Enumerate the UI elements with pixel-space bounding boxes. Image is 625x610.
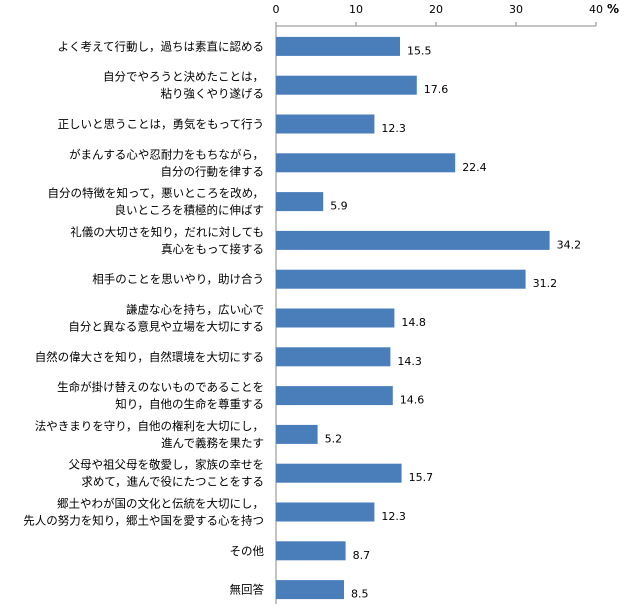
- bar: [276, 269, 526, 289]
- bar: [276, 230, 550, 250]
- bar: [276, 347, 391, 367]
- data-label: 14.3: [397, 355, 422, 368]
- bar: [276, 114, 375, 134]
- category-label-line: その他: [230, 544, 265, 558]
- category-label-line: 真心をもって接する: [161, 242, 264, 256]
- category-label-line: 正しいと思うことは，勇気をもって行う: [58, 117, 264, 131]
- data-label: 12.3: [381, 510, 406, 523]
- category-label-line: 自分でやろうと決めたことは，: [103, 70, 264, 84]
- bar: [276, 424, 318, 444]
- category-label: 正しいと思うことは，勇気をもって行う: [58, 117, 264, 131]
- category-label-line: 良いところを積極的に伸ばす: [115, 203, 265, 217]
- category-label: 郷土やわが国の文化と伝統を大切にし， 先人の努力を知り，郷土や国を愛する心を持つ: [23, 497, 264, 528]
- category-label: 法やきまりを守り，自他の権利を大切にし， 進んで義務を果たす: [35, 419, 264, 450]
- category-label-line: 自分の行動を律する: [161, 164, 265, 178]
- category-label-line: 先人の努力を知り，郷土や国を愛する心を持つ: [23, 514, 264, 528]
- category-label-line: 父母や祖父母を敬愛し，家族の幸せを: [69, 458, 265, 472]
- bar: [276, 192, 324, 212]
- x-tick-label: 0: [273, 3, 280, 16]
- bar: [276, 308, 395, 328]
- category-label-line: 法やきまりを守り，自他の権利を大切にし，: [35, 419, 264, 433]
- data-label: 34.2: [557, 238, 582, 251]
- bar: [276, 580, 344, 600]
- category-label-line: 自然の偉大さを知り，自然環境を大切にする: [35, 350, 264, 364]
- bar: [276, 502, 375, 522]
- category-label: その他: [230, 544, 265, 558]
- unit-label: %: [607, 2, 619, 16]
- bar: [276, 36, 400, 56]
- category-label: 父母や祖父母を敬愛し，家族の幸せを求めて，進んで役にたつことをする: [69, 458, 265, 489]
- category-label-line: 郷土やわが国の文化と伝統を大切にし，: [57, 497, 264, 511]
- category-label-line: 生命が掛け替えのないものであることを: [57, 380, 264, 394]
- category-label-line: 自分と異なる意見や立場を大切にする: [68, 320, 264, 334]
- data-label: 5.2: [325, 432, 343, 445]
- category-label: 自然の偉大さを知り，自然環境を大切にする: [35, 350, 264, 364]
- category-label: 生命が掛け替えのないものであることを知り，自他の生命を尊重する: [57, 380, 264, 411]
- category-label: 無回答: [230, 583, 265, 597]
- data-label: 15.5: [407, 44, 432, 57]
- category-label: よく考えて行動し，過ちは素直に認める: [58, 39, 264, 53]
- category-label-line: よく考えて行動し，過ちは素直に認める: [58, 39, 264, 53]
- category-label-line: 粘り強くやり遂げる: [161, 87, 265, 101]
- data-label: 5.9: [330, 200, 348, 213]
- category-label-line: がまんする心や忍耐力をもちながら，: [69, 147, 264, 161]
- bar: [276, 541, 346, 561]
- data-label: 17.6: [424, 83, 449, 96]
- bars: 15.5 17.6 12.3 22.4 5.9 34.2 31.2 14.8 14.3 14.6 5…: [276, 36, 582, 601]
- category-label: 自分の特徴を知って，悪いところを改め， 良いところを積極的に伸ばす: [47, 186, 264, 217]
- category-label-line: 相手のことを思いやり，助け合う: [92, 272, 264, 286]
- data-label: 14.8: [401, 316, 426, 329]
- category-label: 謙虚な心を持ち，広い心で自分と異なる意見や立場を大切にする: [68, 303, 264, 334]
- category-label-line: 礼儀の大切さを知り，だれに対しても: [70, 225, 264, 239]
- category-label: 自分でやろうと決めたことは， 粘り強くやり遂げる: [103, 70, 264, 101]
- category-label: がまんする心や忍耐力をもちながら， 自分の行動を律する: [69, 147, 264, 178]
- bar: [276, 463, 402, 483]
- data-label: 12.3: [381, 122, 406, 135]
- category-label-line: 進んで義務を果たす: [161, 436, 264, 450]
- bar: [276, 153, 456, 173]
- category-label-line: 無回答: [230, 583, 265, 597]
- data-label: 15.7: [409, 471, 434, 484]
- x-tick-label: 10: [349, 3, 363, 16]
- data-label: 14.6: [400, 394, 425, 407]
- data-label: 8.7: [353, 549, 371, 562]
- x-tick-label: 40: [589, 3, 603, 16]
- bar: [276, 75, 417, 95]
- category-label: 礼儀の大切さを知り，だれに対しても真心をもって接する: [70, 225, 264, 256]
- category-label-line: 知り，自他の生命を尊重する: [115, 397, 264, 411]
- category-label-line: 求めて，進んで役にたつことをする: [81, 475, 264, 489]
- x-tick-label: 20: [429, 3, 443, 16]
- data-label: 8.5: [351, 588, 369, 601]
- category-label: 相手のことを思いやり，助け合う: [92, 272, 264, 286]
- category-label-line: 自分の特徴を知って，悪いところを改め，: [47, 186, 264, 200]
- bar: [276, 386, 393, 406]
- category-label-line: 謙虚な心を持ち，広い心で: [126, 303, 264, 317]
- x-tick-label: 30: [509, 3, 523, 16]
- data-label: 22.4: [462, 161, 487, 174]
- data-label: 31.2: [533, 277, 558, 290]
